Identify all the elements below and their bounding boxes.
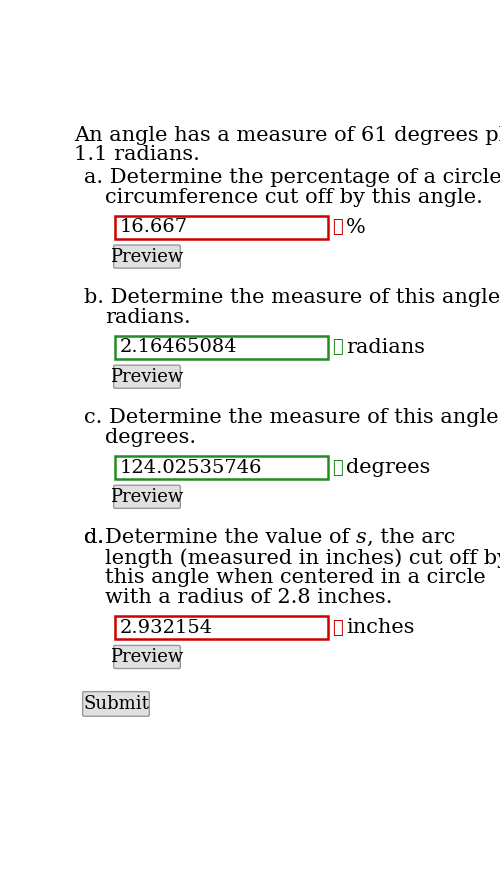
FancyBboxPatch shape bbox=[115, 456, 328, 479]
Text: , the arc: , the arc bbox=[367, 529, 455, 547]
FancyBboxPatch shape bbox=[82, 691, 150, 717]
Text: Preview: Preview bbox=[110, 648, 184, 666]
Text: ✔: ✔ bbox=[332, 338, 343, 357]
Text: this angle when centered in a circle: this angle when centered in a circle bbox=[105, 568, 486, 587]
FancyBboxPatch shape bbox=[115, 616, 328, 639]
Text: b. Determine the measure of this angle in: b. Determine the measure of this angle i… bbox=[84, 288, 500, 307]
Text: s: s bbox=[356, 529, 367, 547]
Text: radians: radians bbox=[346, 338, 425, 357]
FancyBboxPatch shape bbox=[114, 245, 180, 268]
Text: c. Determine the measure of this angle in: c. Determine the measure of this angle i… bbox=[84, 408, 500, 427]
Text: degrees: degrees bbox=[346, 458, 430, 477]
Text: degrees.: degrees. bbox=[105, 428, 196, 447]
Text: Determine the value of: Determine the value of bbox=[105, 529, 356, 547]
FancyBboxPatch shape bbox=[114, 365, 180, 388]
Text: circumference cut off by this angle.: circumference cut off by this angle. bbox=[105, 188, 483, 207]
Text: Submit: Submit bbox=[83, 695, 149, 713]
Text: An angle has a measure of 61 degrees plus: An angle has a measure of 61 degrees plu… bbox=[74, 127, 500, 145]
Text: 124.02535746: 124.02535746 bbox=[120, 459, 262, 476]
Text: 1.1 radians.: 1.1 radians. bbox=[74, 145, 200, 164]
Text: %: % bbox=[346, 218, 366, 237]
Text: with a radius of 2.8 inches.: with a radius of 2.8 inches. bbox=[105, 588, 393, 607]
Text: ✘: ✘ bbox=[332, 619, 343, 637]
Text: ✘: ✘ bbox=[332, 218, 343, 236]
Text: ✔: ✔ bbox=[332, 459, 343, 476]
Text: inches: inches bbox=[346, 618, 414, 637]
Text: Preview: Preview bbox=[110, 247, 184, 266]
Text: 2.932154: 2.932154 bbox=[120, 619, 213, 637]
Text: 16.667: 16.667 bbox=[120, 218, 188, 236]
Text: length (measured in inches) cut off by: length (measured in inches) cut off by bbox=[105, 548, 500, 568]
Text: radians.: radians. bbox=[105, 309, 191, 327]
Text: d.: d. bbox=[84, 529, 111, 547]
Text: d.: d. bbox=[84, 529, 111, 547]
FancyBboxPatch shape bbox=[115, 336, 328, 359]
Text: 2.16465084: 2.16465084 bbox=[120, 338, 238, 357]
Text: a. Determine the percentage of a circle’s: a. Determine the percentage of a circle’… bbox=[84, 168, 500, 187]
FancyBboxPatch shape bbox=[115, 216, 328, 239]
Text: Preview: Preview bbox=[110, 368, 184, 385]
FancyBboxPatch shape bbox=[114, 645, 180, 669]
FancyBboxPatch shape bbox=[114, 485, 180, 509]
Text: Preview: Preview bbox=[110, 488, 184, 506]
